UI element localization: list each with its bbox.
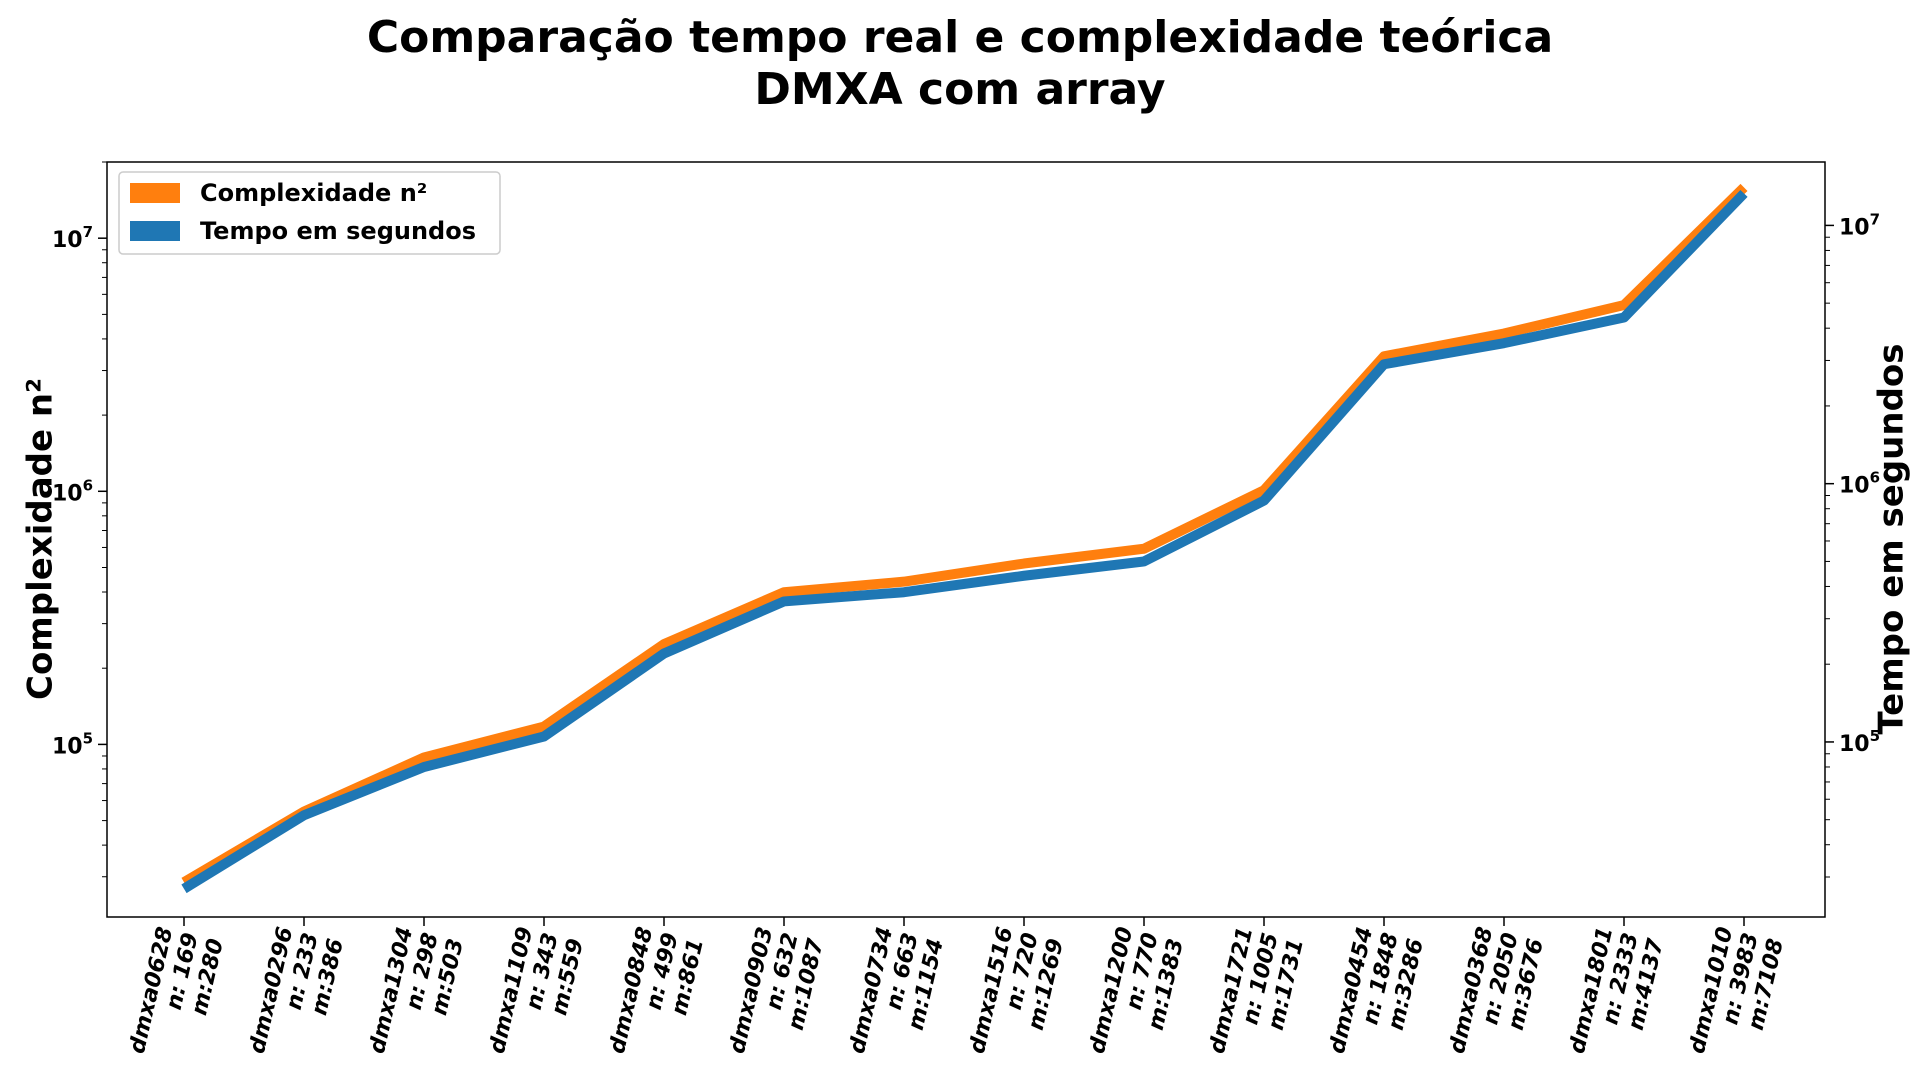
legend-label-complexidade: Complexidade n² — [200, 179, 427, 207]
legend-swatch-complexidade — [130, 183, 180, 203]
right-tick-label-base: 10 — [1839, 215, 1870, 240]
chart-subtitle: DMXA com array — [754, 64, 1166, 115]
right-tick-label: 106 — [1839, 469, 1880, 499]
right-tick-label: 107 — [1839, 210, 1880, 240]
right-tick-label-base: 10 — [1839, 474, 1870, 499]
y-axis-label: Complexidade n² — [21, 378, 61, 700]
series-line-1 — [181, 189, 1748, 894]
y2-axis-label: Tempo em segundos — [1872, 344, 1912, 735]
legend-swatch-tempo — [130, 221, 180, 241]
left-tick-label-base: 10 — [52, 734, 83, 759]
left-tick-label-base: 10 — [52, 228, 83, 253]
legend-box — [118, 171, 501, 255]
left-tick-label: 105 — [52, 729, 93, 759]
right-tick-label-exp: 6 — [1870, 469, 1880, 487]
left-tick-label-exp: 5 — [83, 729, 93, 747]
series-line-0 — [181, 183, 1748, 887]
right-tick-label-exp: 7 — [1870, 210, 1880, 228]
axes-frame — [106, 161, 1826, 918]
legend-label-tempo: Tempo em segundos — [200, 217, 476, 245]
right-tick-label: 105 — [1839, 727, 1880, 757]
right-tick-label-base: 10 — [1839, 732, 1870, 757]
left-tick-label: 107 — [52, 223, 93, 253]
left-tick-label-base: 10 — [52, 481, 83, 506]
right-tick-label-exp: 5 — [1870, 727, 1880, 745]
left-tick-label-exp: 6 — [83, 476, 93, 494]
legend: Complexidade n² Tempo em segundos — [118, 171, 501, 255]
left-tick-label-exp: 7 — [83, 223, 93, 241]
chart-title: Comparação tempo real e complexidade teó… — [366, 12, 1554, 63]
series-layer — [181, 183, 1748, 894]
left-tick-label: 106 — [52, 476, 93, 506]
